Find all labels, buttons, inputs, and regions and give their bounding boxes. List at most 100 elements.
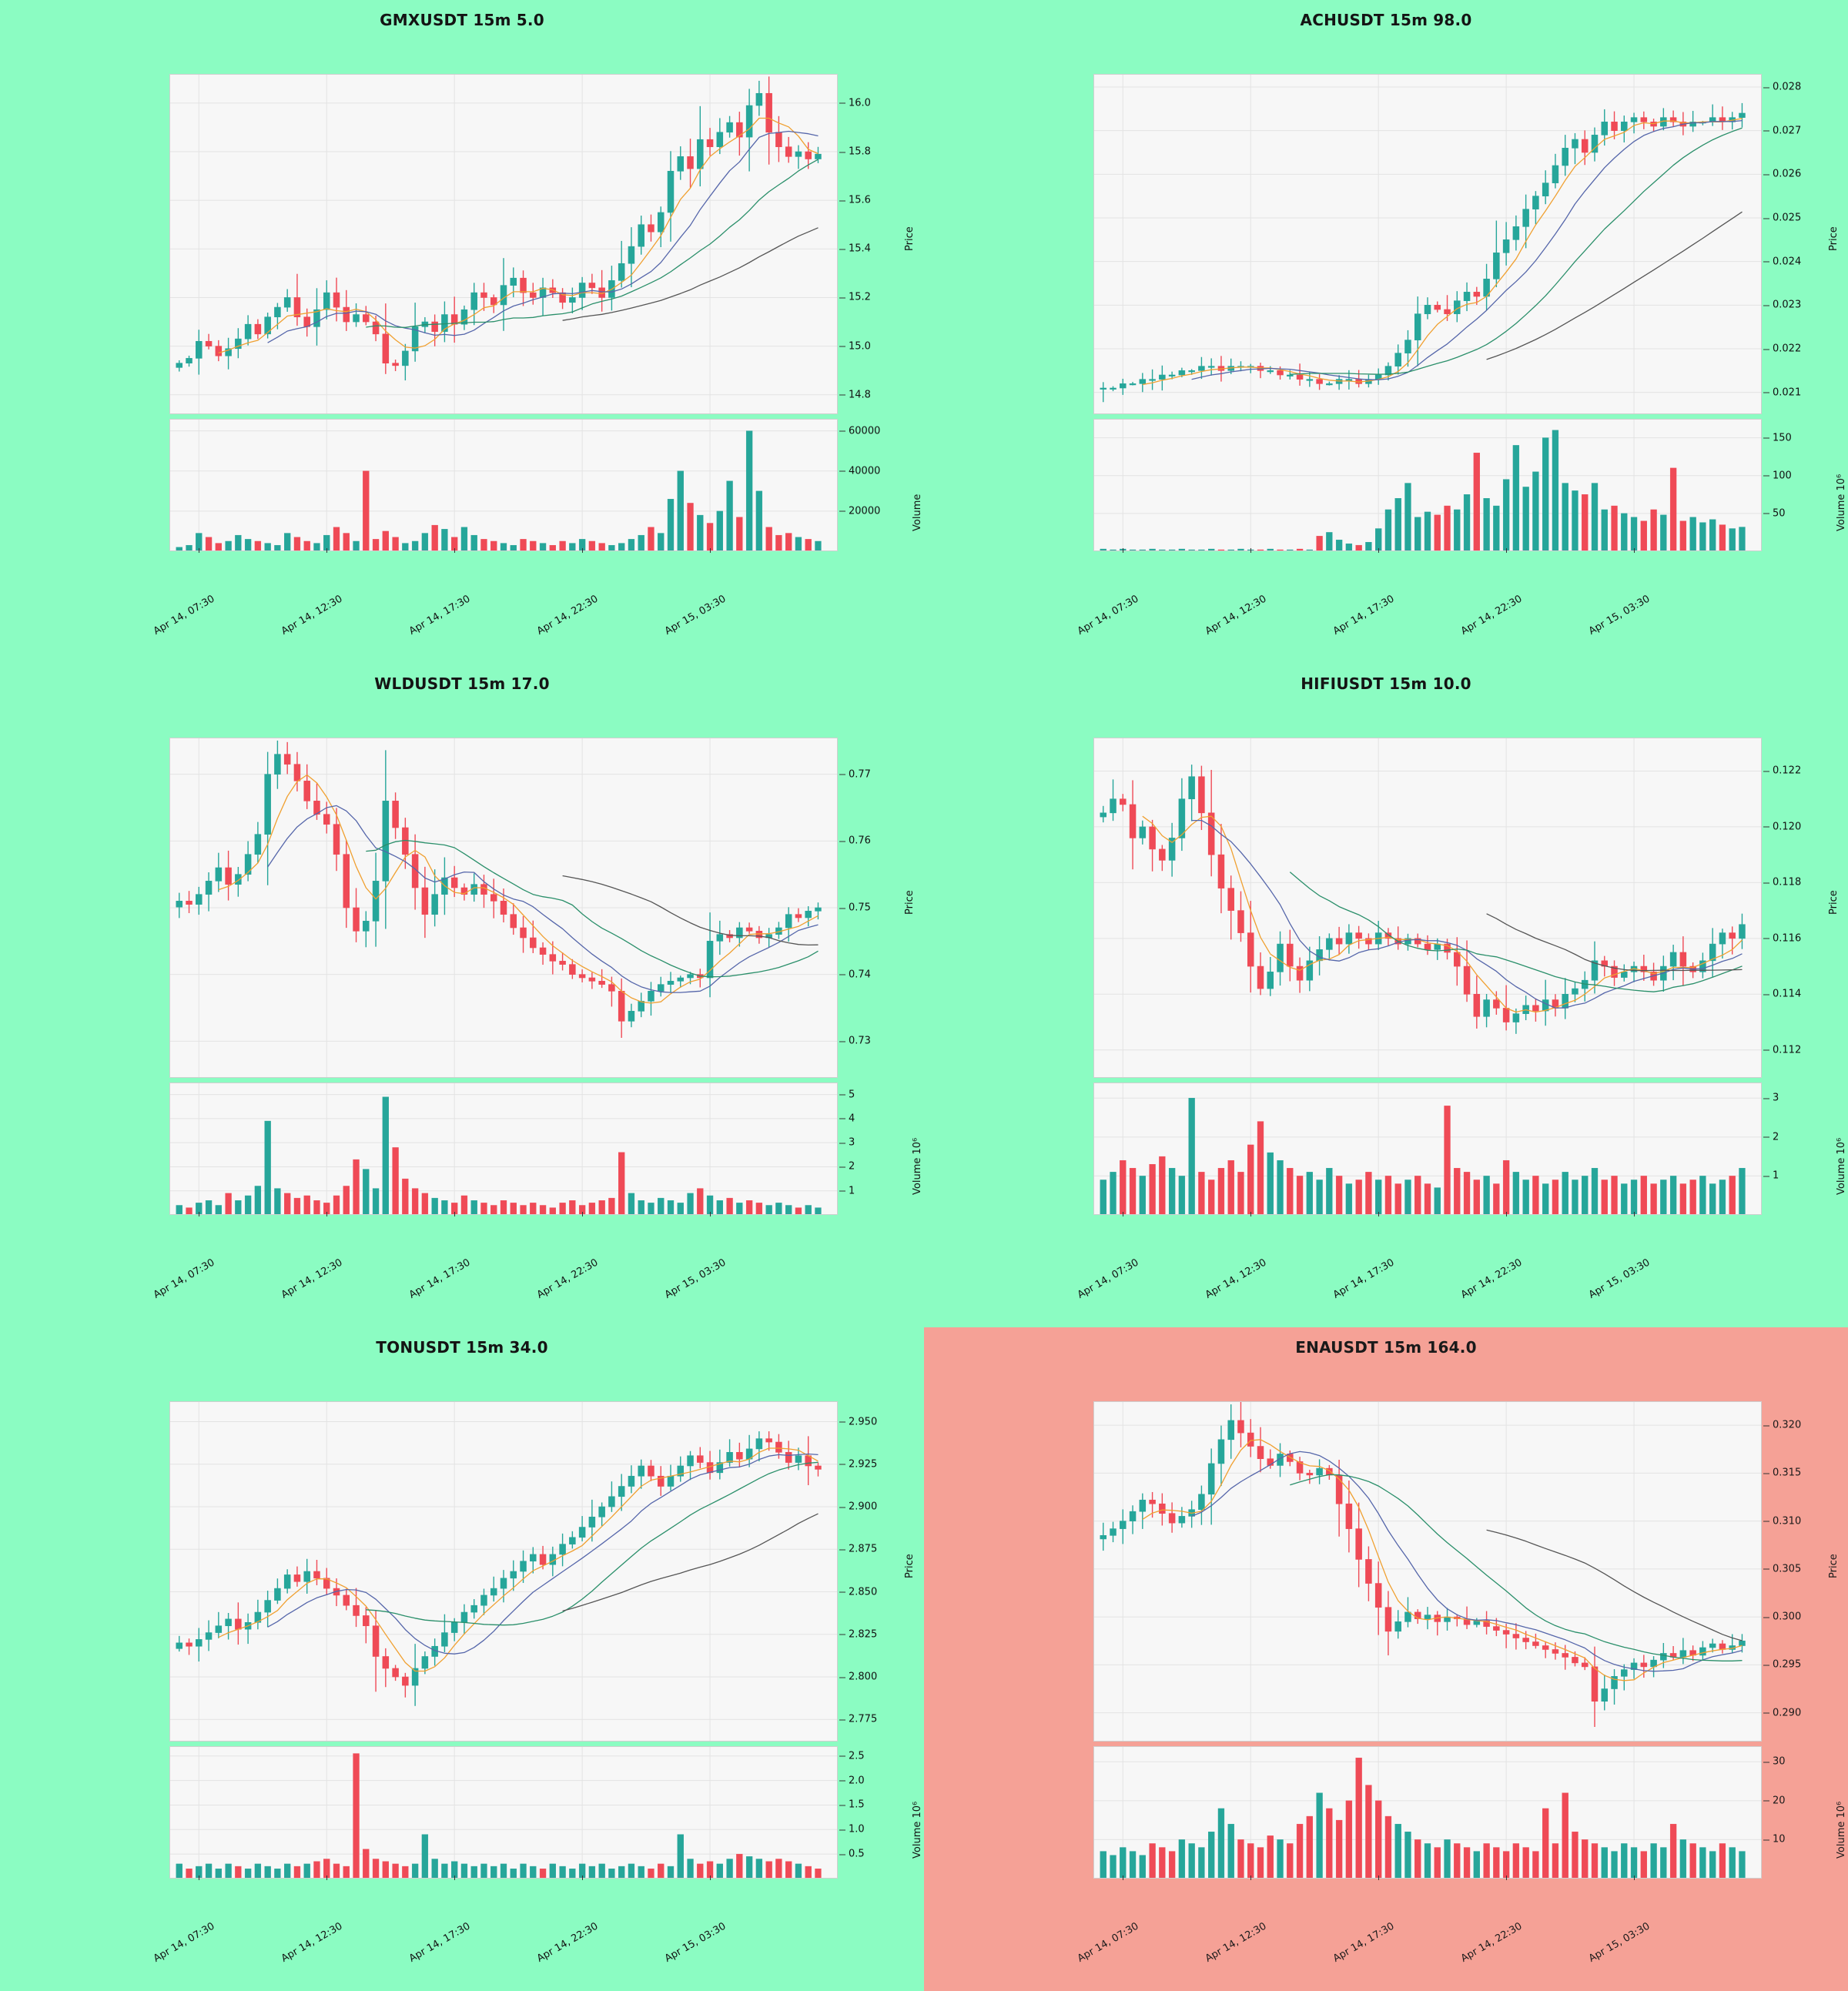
panel-gmxusdt: GMXUSDT 15m 5.0 14.8 15.0 15.2 15.4 15.6 15.8… [0,0,924,664]
x-axis-labels: Apr 14, 07:30 Apr 14, 12:30 Apr 14, 17:30 A… [152,548,838,653]
volume-tick-label: 20 [1762,1795,1786,1806]
x-tick-label: Apr 14, 07:30 [1076,593,1141,637]
x-tick-label: Apr 15, 03:30 [662,1257,728,1301]
price-tick-label: 2.900 [838,1501,877,1513]
price-tick-label: 2.950 [838,1416,877,1427]
volume-axis-title: Volume 10⁶ [1836,1137,1847,1195]
x-tick-label: Apr 14, 22:30 [1459,1920,1525,1965]
volume-axis-title: Volume 10⁶ [1836,1801,1847,1859]
price-pane [1093,1401,1762,1742]
x-tick-mark [1378,1212,1380,1216]
volume-tick-label: 100 [1762,470,1792,481]
volume-tick-label: 40000 [838,465,880,477]
x-tick-label: Apr 15, 03:30 [1586,593,1652,637]
price-axis-title: Price [1828,226,1840,251]
price-tick-label: 0.021 [1762,386,1801,398]
price-axis-title: Price [904,890,916,915]
price-tick-label: 0.73 [838,1036,871,1047]
plot-area: 0.73 0.74 0.75 0.76 0.77 1 2 3 4 5 Price Volume 10⁶… [152,738,923,1301]
price-tick-label: 0.028 [1762,82,1801,93]
volume-tick-label: 1 [838,1185,855,1196]
volume-pane [169,1083,838,1215]
x-axis-labels: Apr 14, 07:30 Apr 14, 12:30 Apr 14, 17:30 A… [1076,1212,1762,1317]
panel-title: GMXUSDT 15m 5.0 [380,11,544,29]
price-tick-label: 2.800 [838,1671,877,1683]
price-axis-title: Price [1828,1554,1840,1578]
price-tick-label: 2.775 [838,1714,877,1725]
x-tick-label: Apr 14, 17:30 [1331,593,1397,637]
volume-pane [1093,419,1762,551]
panel-title: ACHUSDT 15m 98.0 [1300,11,1472,29]
x-tick-label: Apr 14, 17:30 [1331,1920,1397,1965]
y-axis-labels: 2.775 2.800 2.825 2.850 2.875 2.900 2.925 2.950… [838,1401,930,1879]
price-tick-label: 0.295 [1762,1659,1801,1671]
volume-tick-label: 10 [1762,1834,1786,1845]
price-pane [1093,738,1762,1078]
volume-tick-label: 2.0 [838,1775,865,1786]
x-tick-label: Apr 14, 22:30 [535,1920,601,1965]
y-axis-labels: 0.112 0.114 0.116 0.118 0.120 0.122 1 2 3 Price Vo… [1762,738,1848,1215]
x-tick-mark [1506,548,1508,553]
y-axis-labels: 0.021 0.022 0.023 0.024 0.025 0.026 0.027 0.028… [1762,74,1848,551]
volume-tick-label: 1.5 [838,1799,865,1811]
volume-pane [169,1746,838,1879]
price-tick-label: 15.6 [838,195,871,206]
panel-title: ENAUSDT 15m 164.0 [1295,1338,1477,1357]
x-tick-label: Apr 14, 12:30 [1204,1920,1269,1965]
volume-tick-label: 30 [1762,1756,1786,1768]
volume-tick-label: 2 [838,1161,855,1173]
x-tick-label: Apr 14, 07:30 [152,1920,217,1965]
price-tick-label: 15.4 [838,243,871,255]
price-tick-label: 2.875 [838,1544,877,1555]
x-tick-label: Apr 14, 17:30 [407,1257,473,1301]
panel-tonusdt: TONUSDT 15m 34.0 2.775 2.800 2.825 2.850 2.8… [0,1327,924,1991]
plot-area: 0.021 0.022 0.023 0.024 0.025 0.026 0.027 0.028… [1076,74,1847,637]
volume-axis-title: Volume 10⁶ [1836,473,1847,531]
price-tick-label: 0.315 [1762,1467,1801,1479]
price-axis-title: Price [904,1554,916,1578]
x-tick-mark [1250,1876,1252,1880]
x-axis-labels: Apr 14, 07:30 Apr 14, 12:30 Apr 14, 17:30 A… [1076,548,1762,653]
x-tick-label: Apr 14, 17:30 [1331,1257,1397,1301]
x-tick-mark [582,548,584,553]
price-tick-label: 2.825 [838,1628,877,1640]
volume-pane [1093,1083,1762,1215]
x-tick-label: Apr 15, 03:30 [662,1920,728,1965]
price-pane [1093,74,1762,414]
x-tick-label: Apr 15, 03:30 [1586,1257,1652,1301]
price-pane [169,738,838,1078]
x-tick-mark [454,1212,456,1216]
price-tick-label: 0.114 [1762,989,1801,1000]
x-tick-label: Apr 14, 17:30 [407,1920,473,1965]
volume-tick-label: 20000 [838,505,880,517]
volume-tick-label: 4 [838,1113,855,1124]
price-tick-label: 0.112 [1762,1044,1801,1056]
x-tick-label: Apr 14, 22:30 [535,1257,601,1301]
price-tick-label: 0.290 [1762,1707,1801,1718]
panel-enausdt: ENAUSDT 15m 164.0 0.290 0.295 0.300 0.305 0.… [924,1327,1848,1991]
x-tick-label: Apr 14, 12:30 [280,593,345,637]
x-tick-mark [454,548,456,553]
price-pane [169,74,838,414]
x-tick-label: Apr 14, 12:30 [280,1920,345,1965]
x-tick-mark [710,1876,711,1880]
x-tick-label: Apr 15, 03:30 [662,593,728,637]
volume-axis-title: Volume [912,494,923,531]
price-tick-label: 0.305 [1762,1563,1801,1574]
x-axis-labels: Apr 14, 07:30 Apr 14, 12:30 Apr 14, 17:30 A… [152,1876,838,1980]
volume-axis-title: Volume 10⁶ [912,1801,923,1859]
volume-tick-label: 150 [1762,432,1792,443]
x-tick-mark [1378,1876,1380,1880]
x-tick-label: Apr 14, 12:30 [280,1257,345,1301]
panel-title: TONUSDT 15m 34.0 [376,1338,548,1357]
price-tick-label: 0.122 [1762,765,1801,777]
x-tick-label: Apr 14, 07:30 [152,1257,217,1301]
x-tick-label: Apr 14, 22:30 [1459,593,1525,637]
price-tick-label: 0.76 [838,835,871,847]
volume-pane [169,419,838,551]
x-tick-label: Apr 14, 12:30 [1204,1257,1269,1301]
price-tick-label: 0.118 [1762,877,1801,888]
panel-title: WLDUSDT 15m 17.0 [374,674,550,693]
plot-area: 14.8 15.0 15.2 15.4 15.6 15.8 16.0 20000 40000 60… [152,74,923,637]
x-tick-mark [1634,548,1635,553]
